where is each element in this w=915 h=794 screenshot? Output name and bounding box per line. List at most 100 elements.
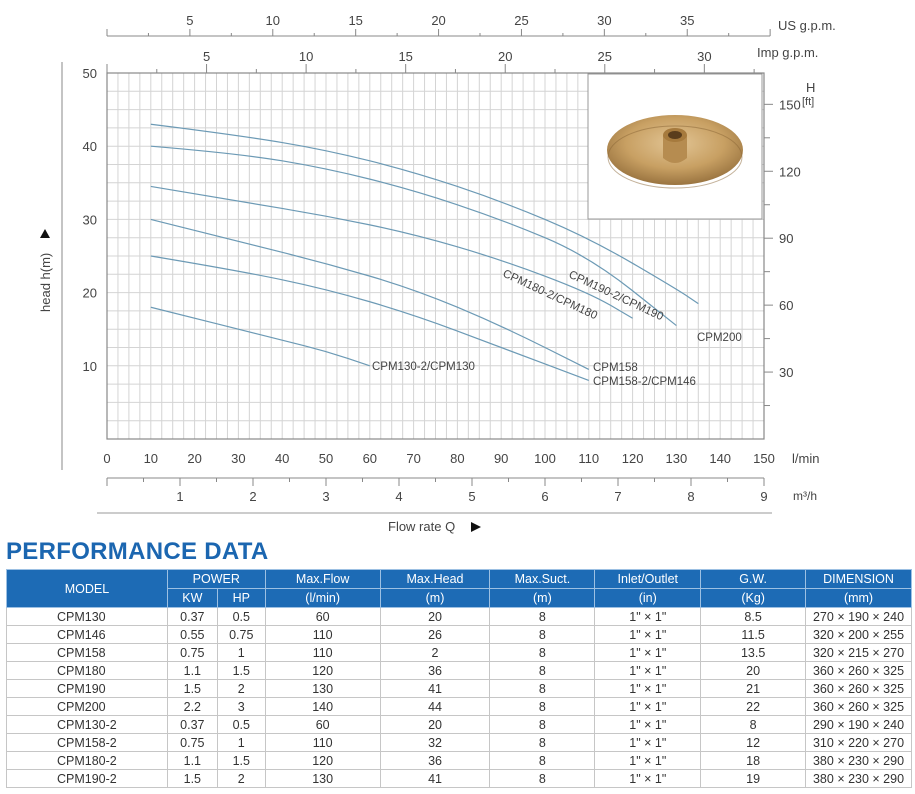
cell-max-head: 26	[379, 625, 491, 644]
curve-label: CPM200	[697, 332, 742, 344]
cell-dimension: 380 × 230 × 290	[805, 769, 912, 788]
cell-kw: 1.1	[166, 751, 218, 770]
cell-inlet-outlet: 1" × 1"	[594, 679, 702, 698]
svg-text:7: 7	[614, 489, 621, 504]
cell-hp: 3	[216, 697, 266, 716]
svg-text:130: 130	[666, 451, 688, 466]
svg-text:150: 150	[779, 97, 801, 112]
table-row: CPM190 1.5 2 130 41 8 1" × 1" 21 360 × 260 × 325	[6, 679, 912, 698]
curve-cpm158-2-cpm146	[150, 255, 590, 382]
svg-text:140: 140	[709, 451, 731, 466]
cell-dimension: 270 × 190 × 240	[805, 607, 912, 626]
table-row: CPM130 0.37 0.5 60 20 8 1" × 1" 8.5 270 × 190 × …	[6, 607, 912, 626]
head-axis-label: head h(m)	[38, 253, 53, 312]
cell-max-flow: 130	[264, 769, 381, 788]
cell-max-head: 41	[379, 769, 491, 788]
cell-max-flow: 130	[264, 679, 381, 698]
svg-text:40: 40	[275, 451, 289, 466]
cell-max-suct: 8	[489, 607, 596, 626]
cell-kw: 0.75	[166, 643, 218, 662]
cell-inlet-outlet: 1" × 1"	[594, 751, 702, 770]
col-unit-inlet-outlet: (in)	[594, 588, 702, 608]
svg-text:30: 30	[697, 49, 711, 64]
svg-text:25: 25	[598, 49, 612, 64]
cell-gw: 22	[700, 697, 807, 716]
cell-gw: 18	[700, 751, 807, 770]
svg-text:9: 9	[760, 489, 767, 504]
svg-text:8: 8	[687, 489, 694, 504]
cell-dimension: 360 × 260 × 325	[805, 697, 912, 716]
svg-text:70: 70	[406, 451, 420, 466]
curve-cpm130-2-cpm130	[150, 306, 370, 367]
svg-text:6: 6	[541, 489, 548, 504]
cell-max-head: 20	[379, 715, 491, 734]
cell-model: CPM130	[6, 607, 168, 626]
cell-gw: 8	[700, 715, 807, 734]
cell-gw: 21	[700, 679, 807, 698]
cell-model: CPM130-2	[6, 715, 168, 734]
col-unit-max-head: (m)	[379, 588, 491, 608]
cell-hp: 0.5	[216, 715, 266, 734]
flow-rate-label: Flow rate Q	[388, 519, 455, 534]
svg-text:20: 20	[431, 13, 445, 28]
table-row: CPM130-2 0.37 0.5 60 20 8 1" × 1" 8 290 × 190 × …	[6, 715, 912, 734]
table-row: CPM180-2 1.1 1.5 120 36 8 1" × 1" 18 380 × 230 ×…	[6, 751, 912, 770]
col-header-max-flow: Max.Flow	[264, 569, 381, 589]
svg-text:90: 90	[779, 231, 793, 246]
cell-kw: 0.37	[166, 607, 218, 626]
table-row: CPM158-2 0.75 1 110 32 8 1" × 1" 12 310 × 220 × …	[6, 733, 912, 752]
table-row: CPM180 1.1 1.5 120 36 8 1" × 1" 20 360 × 260 × 3…	[6, 661, 912, 680]
svg-text:35: 35	[680, 13, 694, 28]
table-row: CPM146 0.55 0.75 110 26 8 1" × 1" 11.5 320 × 200…	[6, 625, 912, 644]
flow-rate-arrow-icon	[471, 522, 481, 532]
svg-text:40: 40	[83, 139, 97, 154]
col-header-kw: KW	[166, 588, 218, 608]
head-ft-H-label: H	[806, 80, 815, 95]
cell-max-flow: 60	[264, 715, 381, 734]
col-header-max-suct: Max.Suct.	[489, 569, 596, 589]
cell-max-suct: 8	[489, 625, 596, 644]
cell-hp: 1.5	[216, 751, 266, 770]
cell-max-suct: 8	[489, 751, 596, 770]
cell-max-suct: 8	[489, 733, 596, 752]
svg-text:20: 20	[83, 286, 97, 301]
svg-text:5: 5	[468, 489, 475, 504]
col-unit-gw: (Kg)	[700, 588, 807, 608]
col-header-dimension: DIMENSION	[805, 569, 912, 589]
cell-dimension: 360 × 260 × 325	[805, 679, 912, 698]
cell-inlet-outlet: 1" × 1"	[594, 625, 702, 644]
head-axis-arrow-icon	[40, 229, 50, 238]
axis-labels: US g.p.m. Imp g.p.m. l/min m³/h H [ft] h…	[38, 18, 836, 534]
curve-cpm200	[150, 123, 699, 305]
cell-model: CPM180-2	[6, 751, 168, 770]
svg-text:20: 20	[187, 451, 201, 466]
svg-text:120: 120	[779, 164, 801, 179]
performance-data-table: MODEL POWER Max.Flow Max.Head Max.Suct. …	[6, 569, 912, 788]
cell-max-flow: 110	[264, 643, 381, 662]
us-gpm-label: US g.p.m.	[778, 18, 836, 33]
svg-text:110: 110	[578, 451, 599, 466]
col-header-hp: HP	[216, 588, 266, 608]
cell-kw: 2.2	[166, 697, 218, 716]
cell-gw: 13.5	[700, 643, 807, 662]
cell-max-head: 36	[379, 661, 491, 680]
svg-text:4: 4	[395, 489, 402, 504]
cell-model: CPM158-2	[6, 733, 168, 752]
cell-model: CPM158	[6, 643, 168, 662]
curve-label: CPM158-2/CPM146	[593, 376, 696, 388]
cell-model: CPM146	[6, 625, 168, 644]
cell-gw: 11.5	[700, 625, 807, 644]
table-row: CPM190-2 1.5 2 130 41 8 1" × 1" 19 380 × 230 × 2…	[6, 769, 912, 788]
svg-text:120: 120	[622, 451, 644, 466]
cell-max-flow: 110	[264, 733, 381, 752]
cell-gw: 19	[700, 769, 807, 788]
cell-gw: 12	[700, 733, 807, 752]
lmin-label: l/min	[792, 451, 819, 466]
cell-kw: 0.55	[166, 625, 218, 644]
cell-inlet-outlet: 1" × 1"	[594, 715, 702, 734]
cell-inlet-outlet: 1" × 1"	[594, 733, 702, 752]
svg-text:0: 0	[103, 451, 110, 466]
curve-label: CPM158	[593, 362, 638, 374]
svg-text:50: 50	[83, 66, 97, 81]
